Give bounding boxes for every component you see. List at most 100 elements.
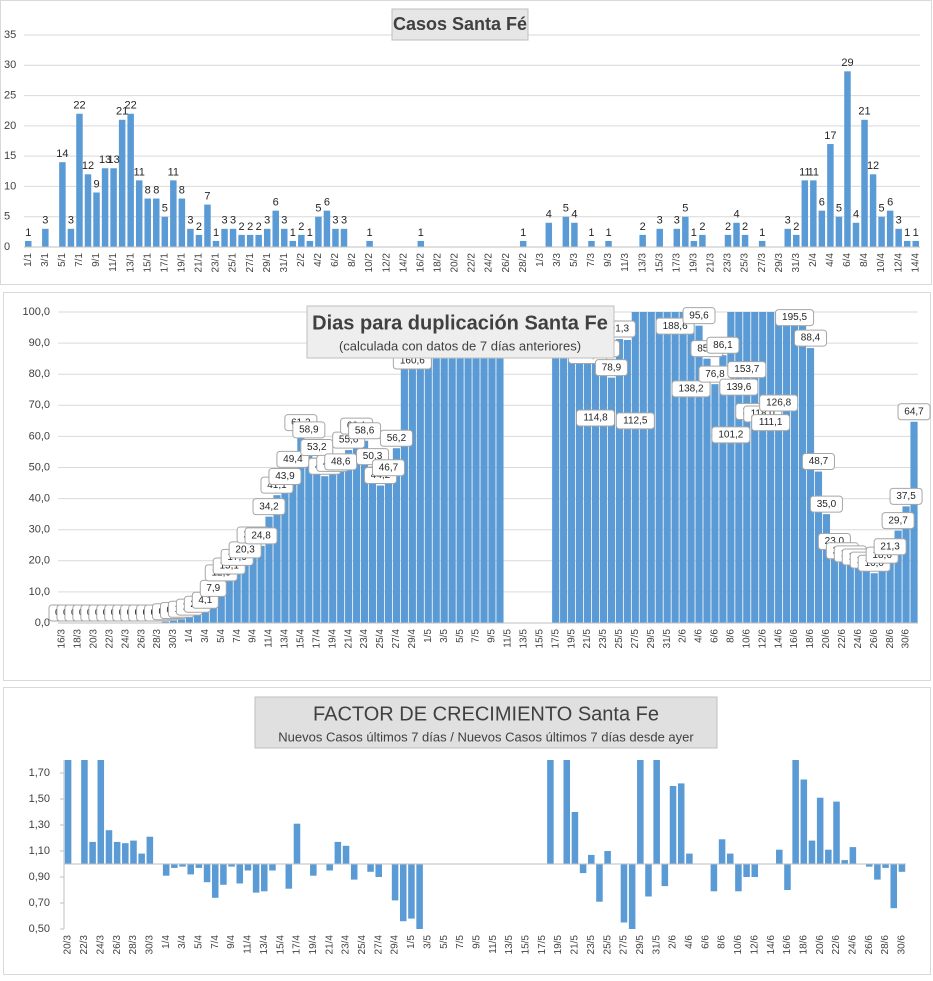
bar: [93, 192, 99, 247]
x-tick-label: 15/4: [275, 935, 286, 955]
bar: [315, 217, 321, 247]
data-label: 9: [93, 178, 99, 190]
data-label: 22: [73, 100, 85, 112]
bar: [294, 824, 301, 864]
data-label: 1: [588, 227, 594, 239]
x-tick-label: 22/2: [467, 253, 478, 273]
x-tick-label: 2/2: [296, 253, 307, 267]
x-tick-label: 8/2: [347, 253, 358, 267]
bar: [572, 812, 579, 864]
y-tick-label: 90,0: [29, 337, 50, 349]
x-tick-label: 7/5: [471, 629, 482, 643]
bar: [187, 864, 194, 874]
data-label: 195,5: [782, 312, 807, 323]
bar: [76, 114, 82, 247]
x-tick-label: 20/6: [815, 935, 826, 955]
bar: [220, 864, 227, 885]
data-label: 3: [674, 215, 680, 227]
y-tick-label: 0,70: [29, 897, 50, 909]
x-tick-label: 27/5: [619, 935, 630, 955]
x-tick-label: 18/6: [798, 935, 809, 955]
bar: [337, 472, 344, 623]
bar: [733, 223, 739, 247]
data-label: 35,0: [817, 499, 837, 510]
bar: [264, 229, 270, 247]
x-tick-label: 17/4: [292, 935, 303, 955]
bar: [624, 340, 631, 623]
bar: [784, 864, 791, 890]
bar: [401, 358, 408, 623]
data-label: 12: [867, 160, 879, 172]
data-label: 4: [571, 209, 577, 221]
x-tick-label: 5/4: [194, 935, 205, 949]
data-label: 1: [904, 227, 910, 239]
bar: [850, 847, 857, 864]
data-label: 2: [793, 221, 799, 233]
bar: [400, 864, 407, 921]
data-label: 21: [858, 106, 870, 118]
data-label: 3: [264, 215, 270, 227]
bar: [377, 486, 384, 623]
bar: [119, 120, 125, 247]
bar: [98, 760, 105, 864]
x-tick-label: 30/3: [144, 935, 155, 955]
x-tick-label: 17/3: [671, 253, 682, 273]
x-tick-label: 10/2: [364, 253, 375, 273]
bar: [236, 864, 243, 884]
bar: [767, 277, 774, 623]
x-tick-label: 12/6: [749, 935, 760, 955]
bar: [596, 864, 603, 902]
x-tick-label: 8/6: [717, 935, 728, 949]
y-tick-label: 0: [4, 241, 10, 253]
y-tick-label: 70,0: [29, 399, 50, 411]
x-tick-label: 29/4: [407, 629, 418, 649]
bar: [326, 864, 333, 871]
bar: [321, 476, 328, 623]
bar: [727, 854, 734, 864]
bar: [42, 229, 48, 247]
x-tick-label: 13/5: [504, 935, 515, 955]
bar: [682, 217, 688, 247]
chart-title: FACTOR DE CRECIMIENTO Santa Fe: [313, 703, 659, 725]
x-tick-label: 29/5: [646, 629, 657, 649]
data-label: 3: [341, 215, 347, 227]
x-tick-label: 26/6: [864, 935, 875, 955]
data-label: 5: [315, 203, 321, 215]
data-label: 20,3: [235, 545, 255, 556]
x-tick-label: 3/5: [439, 629, 450, 643]
y-tick-label: 10,0: [29, 586, 50, 598]
bar: [178, 619, 185, 623]
x-tick-label: 21/5: [582, 629, 593, 649]
x-tick-label: 12/6: [757, 629, 768, 649]
data-label: 139,6: [726, 382, 751, 393]
data-label: 12: [82, 160, 94, 172]
bar: [367, 864, 374, 872]
chart-title: Casos Santa Fé: [393, 14, 527, 34]
x-tick-label: 25/1: [228, 253, 239, 273]
data-label: 24,8: [251, 531, 271, 542]
bar: [147, 837, 154, 864]
data-label: 4: [853, 209, 859, 221]
bar: [418, 241, 424, 247]
data-label: 3: [281, 215, 287, 227]
x-tick-label: 24/3: [120, 629, 131, 649]
x-tick-label: 10/6: [741, 629, 752, 649]
data-label: 2: [247, 221, 253, 233]
bar: [520, 241, 526, 247]
y-tick-label: 25: [4, 89, 16, 101]
x-tick-label: 12/2: [381, 253, 392, 273]
bar: [547, 760, 554, 864]
x-tick-label: 15/3: [654, 253, 665, 273]
y-tick-label: 1,10: [29, 845, 50, 857]
bar: [793, 235, 799, 247]
bar: [879, 565, 886, 623]
bar: [823, 514, 830, 623]
x-tick-label: 5/5: [439, 935, 450, 949]
data-label: 3: [896, 215, 902, 227]
x-tick-label: 19/5: [553, 935, 564, 955]
x-tick-label: 13/4: [280, 629, 291, 649]
data-label: 21,3: [880, 541, 900, 552]
data-label: 76,8: [705, 369, 725, 380]
bar: [366, 241, 372, 247]
